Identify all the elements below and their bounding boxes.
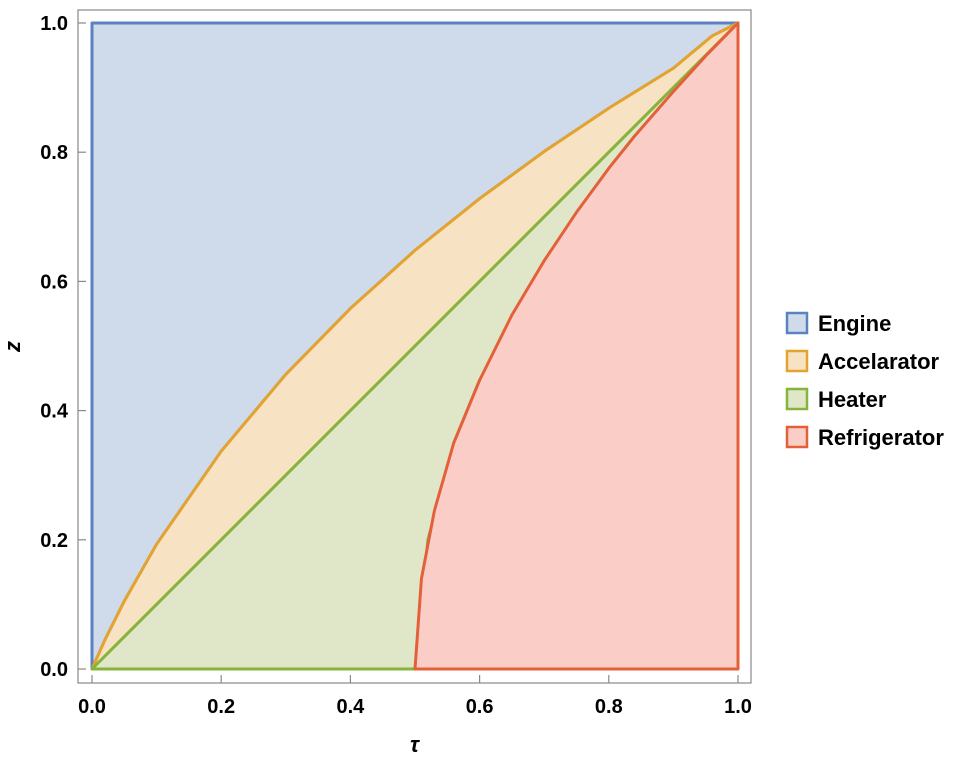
legend-item-heater: Heater (785, 387, 887, 412)
legend-item-accelarator: Accelarator (785, 349, 940, 374)
x-tick-label: 0.2 (207, 696, 235, 718)
legend: Engine Accelarator Heater Refrigerator (785, 311, 944, 450)
x-tick-label: 1.0 (724, 696, 752, 718)
legend-swatch (785, 425, 809, 449)
x-tick-label: 0.4 (336, 696, 365, 718)
y-axis: 0.0 0.2 0.4 0.6 0.8 1.0 (40, 13, 86, 681)
x-tick-label: 0.8 (595, 696, 623, 718)
legend-item-engine: Engine (785, 311, 891, 336)
chart-regions (90, 21, 740, 671)
x-tick-label: 0.6 (466, 696, 494, 718)
legend-item-refrigerator: Refrigerator (785, 425, 944, 450)
y-tick-label: 0.0 (40, 659, 68, 681)
legend-label: Engine (818, 311, 891, 336)
legend-swatch (785, 349, 809, 373)
y-tick-label: 0.2 (40, 530, 68, 552)
x-axis-title: τ (410, 732, 420, 757)
legend-label: Accelarator (818, 349, 940, 374)
y-axis-title: z (0, 341, 25, 353)
legend-swatch (785, 311, 809, 335)
y-tick-label: 0.4 (40, 401, 69, 423)
plot-frame (77, 9, 752, 684)
legend-swatch (785, 387, 809, 411)
x-axis: 0.0 0.2 0.4 0.6 0.8 1.0 (78, 675, 752, 718)
legend-label: Heater (818, 387, 887, 412)
region-refrigerator (413, 21, 740, 671)
y-tick-label: 1.0 (40, 13, 68, 35)
x-tick-label: 0.0 (78, 696, 106, 718)
y-tick-label: 0.8 (40, 142, 68, 164)
legend-label: Refrigerator (818, 425, 944, 450)
y-tick-label: 0.6 (40, 271, 68, 293)
